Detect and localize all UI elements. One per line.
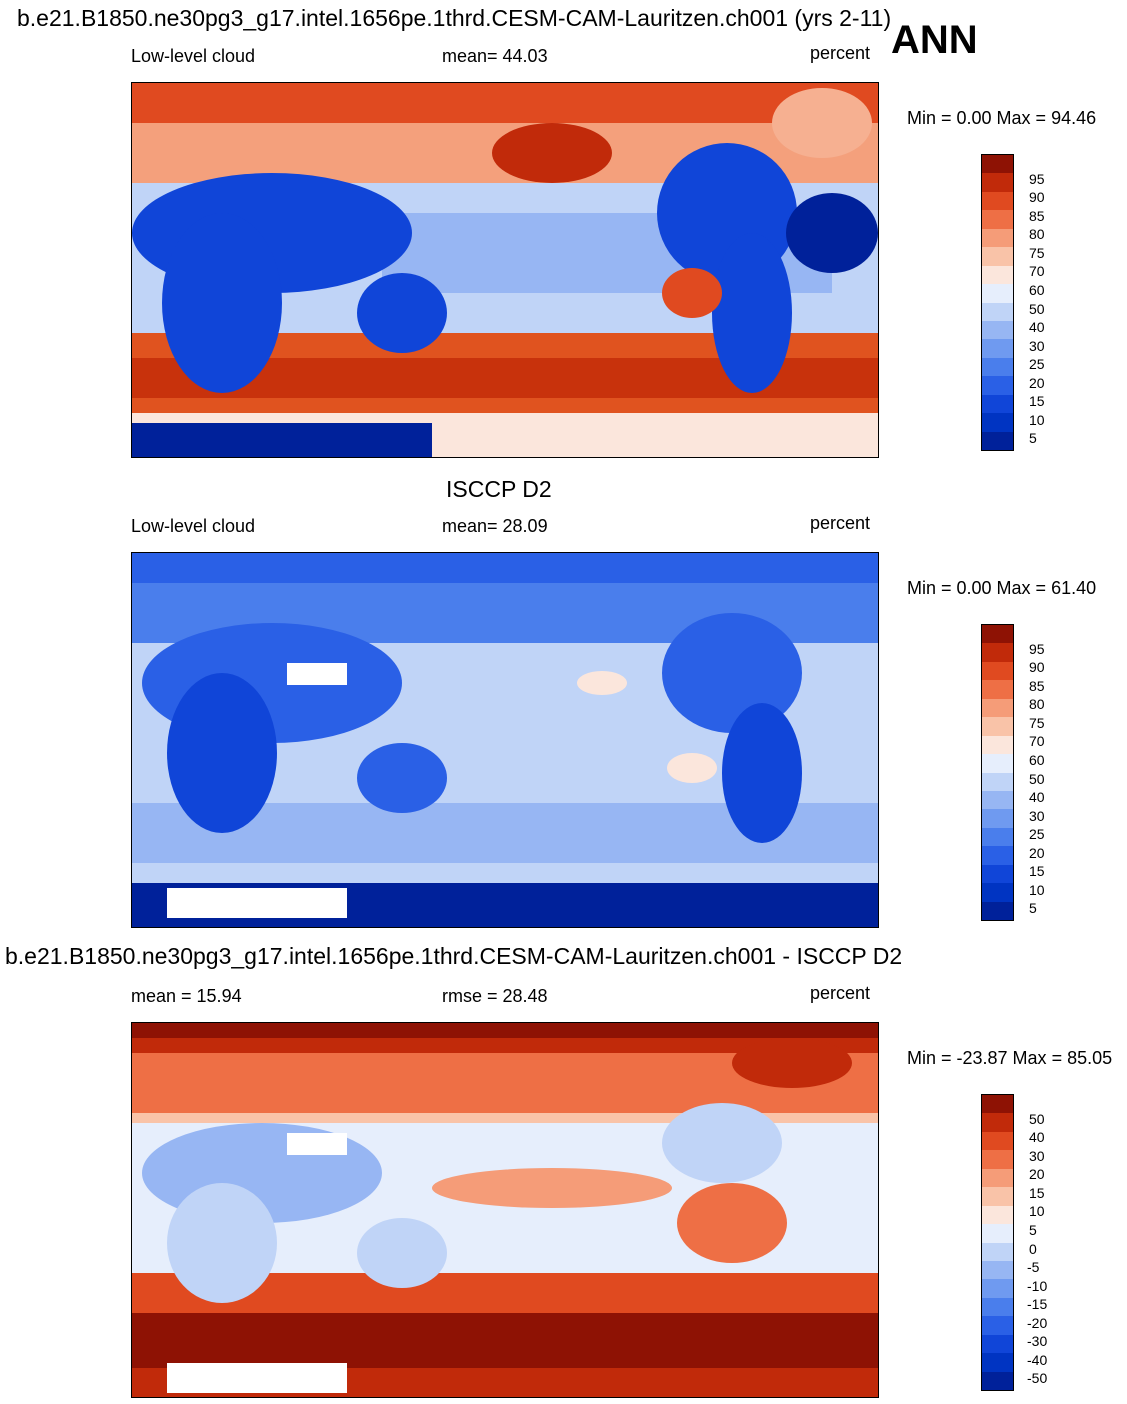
colorbar-tick-label: -40 bbox=[1027, 1351, 1048, 1368]
colorbar-tick-label: 10 bbox=[1029, 411, 1045, 428]
colorbar-panel3 bbox=[981, 1094, 1014, 1391]
panel3-units: percent bbox=[810, 983, 871, 1003]
panel3-mean: mean = 15.94 bbox=[131, 986, 242, 1006]
colorbar-tick-label: 5 bbox=[1029, 430, 1037, 447]
colorbar-tick-label: 50 bbox=[1029, 770, 1045, 787]
map3-svg bbox=[132, 1023, 878, 1397]
colorbar-tick-label: 0 bbox=[1029, 1240, 1037, 1257]
colorbar-tick-label: 85 bbox=[1029, 677, 1045, 694]
colorbar-tick-label: 20 bbox=[1029, 844, 1045, 861]
colorbar-tick-label: -10 bbox=[1027, 1277, 1048, 1294]
map-panel3 bbox=[131, 1022, 879, 1398]
panel3-rmse: rmse = 28.48 bbox=[442, 986, 548, 1006]
colorbar-tick-label: 15 bbox=[1029, 393, 1045, 410]
colorbar-tick-label: 25 bbox=[1029, 356, 1045, 373]
panel1-variable: Low-level cloud bbox=[131, 46, 256, 66]
panel3-minmax: Min = -23.87 Max = 85.05 bbox=[907, 1048, 1113, 1068]
colorbar-tick-label: 40 bbox=[1029, 1129, 1045, 1146]
colorbar-tick-label: 20 bbox=[1029, 1166, 1045, 1183]
colorbar-tick-label: 75 bbox=[1029, 714, 1045, 731]
colorbar-tick-label: 15 bbox=[1029, 1184, 1045, 1201]
colorbar-tick-label: 25 bbox=[1029, 826, 1045, 843]
colorbar-tick-label: 5 bbox=[1029, 900, 1037, 917]
colorbar-tick-label: 80 bbox=[1029, 696, 1045, 713]
panel2-minmax: Min = 0.00 Max = 61.40 bbox=[907, 578, 1097, 598]
map1-svg bbox=[132, 83, 878, 457]
colorbar-tick-label: 75 bbox=[1029, 244, 1045, 261]
colorbar-tick-label: 30 bbox=[1029, 807, 1045, 824]
colorbar-tick-label: 85 bbox=[1029, 207, 1045, 224]
colorbar-tick-label: 10 bbox=[1029, 881, 1045, 898]
plot-title: b.e21.B1850.ne30pg3_g17.intel.1656pe.1th… bbox=[17, 5, 892, 31]
colorbar-tick-label: 50 bbox=[1029, 1110, 1045, 1127]
panel1-mean: mean= 44.03 bbox=[442, 46, 548, 66]
colorbar-tick-label: 95 bbox=[1029, 640, 1045, 657]
map2-svg bbox=[132, 553, 878, 927]
colorbar-tick-label: 10 bbox=[1029, 1203, 1045, 1220]
colorbar-panel1 bbox=[981, 154, 1014, 451]
panel2-variable: Low-level cloud bbox=[131, 516, 256, 536]
colorbar-tick-label: -5 bbox=[1027, 1259, 1040, 1276]
colorbar-tick-label: 60 bbox=[1029, 281, 1045, 298]
map-panel1 bbox=[131, 82, 879, 458]
panel1-minmax: Min = 0.00 Max = 94.46 bbox=[907, 108, 1097, 128]
colorbar-tick-label: 50 bbox=[1029, 300, 1045, 317]
colorbar-tick-label: 20 bbox=[1029, 374, 1045, 391]
colorbar-tick-label: -50 bbox=[1027, 1370, 1048, 1387]
colorbar-tick-label: 80 bbox=[1029, 226, 1045, 243]
colorbar-tick-label: -30 bbox=[1027, 1333, 1048, 1350]
colorbar-tick-label: 40 bbox=[1029, 319, 1045, 336]
colorbar-tick-label: 5 bbox=[1029, 1221, 1037, 1238]
panel1-units: percent bbox=[810, 43, 871, 63]
colorbar-tick-label: 15 bbox=[1029, 863, 1045, 880]
map-panel2 bbox=[131, 552, 879, 928]
colorbar-tick-label: -20 bbox=[1027, 1314, 1048, 1331]
colorbar-tick-label: -15 bbox=[1027, 1296, 1048, 1313]
panel2-units: percent bbox=[810, 513, 871, 533]
colorbar-tick-label: 90 bbox=[1029, 659, 1045, 676]
colorbar-tick-label: 30 bbox=[1029, 1147, 1045, 1164]
panel3-title: b.e21.B1850.ne30pg3_g17.intel.1656pe.1th… bbox=[5, 943, 903, 969]
colorbar-tick-label: 70 bbox=[1029, 733, 1045, 750]
colorbar-tick-label: 70 bbox=[1029, 263, 1045, 280]
colorbar-tick-label: 90 bbox=[1029, 189, 1045, 206]
season-label: ANN bbox=[891, 18, 978, 62]
colorbar-tick-label: 40 bbox=[1029, 789, 1045, 806]
colorbar-tick-label: 95 bbox=[1029, 170, 1045, 187]
colorbar-panel2 bbox=[981, 624, 1014, 921]
colorbar-tick-label: 30 bbox=[1029, 337, 1045, 354]
panel2-mean: mean= 28.09 bbox=[442, 516, 548, 536]
colorbar-tick-label: 60 bbox=[1029, 751, 1045, 768]
panel2-title: ISCCP D2 bbox=[446, 476, 552, 502]
